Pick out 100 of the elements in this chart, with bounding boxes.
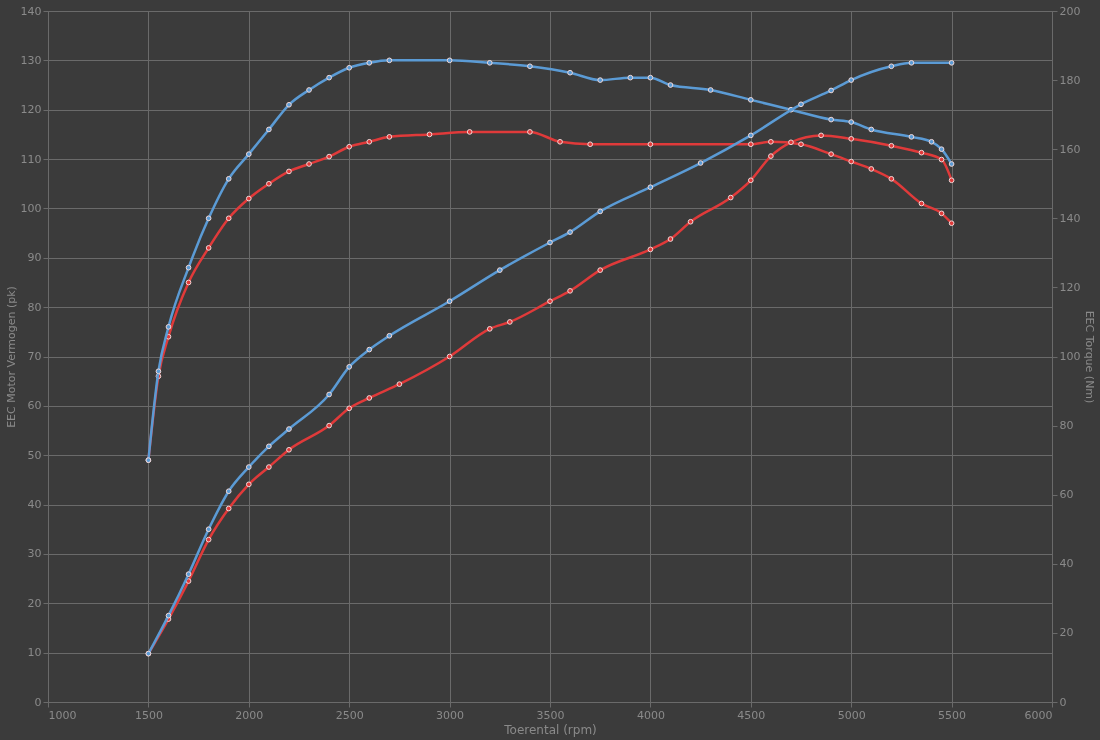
point [908,134,915,140]
y2-tick-label: 200 [1059,4,1081,18]
point [205,526,212,533]
point [155,368,162,375]
point [747,97,754,103]
point [466,129,473,135]
point [667,82,674,88]
y-tick-label: 140 [20,4,42,18]
point [647,246,654,253]
point [868,166,875,172]
point [366,138,373,145]
point [948,220,955,227]
point [165,612,172,619]
point [185,279,192,286]
x-tick-label: 2500 [335,708,364,722]
point [245,195,252,202]
point [948,161,955,167]
point [918,149,925,156]
point [908,59,915,66]
point [747,177,754,184]
y2-tick-label: 120 [1059,280,1081,294]
y-tick-label: 0 [34,695,42,709]
point [446,353,453,360]
point [828,116,834,123]
point [627,74,634,81]
point [747,132,754,139]
point [446,298,453,305]
y-tick-label: 70 [27,350,42,363]
point [386,332,393,339]
point [697,160,704,166]
point [326,153,332,160]
point [948,177,955,184]
point [647,184,654,191]
point [245,481,252,488]
point [567,229,573,235]
point [647,141,654,148]
point [848,77,855,83]
point [326,422,332,429]
point [205,536,212,543]
point [798,141,804,148]
point [667,236,674,242]
point [386,57,393,64]
point [496,267,503,273]
y2-tick-label: 100 [1059,350,1081,363]
point [828,151,834,157]
point [768,138,774,145]
y-tick-label: 10 [27,646,42,660]
point [547,239,553,246]
point [597,77,604,83]
point [366,395,373,401]
point [346,405,353,412]
point [225,215,232,222]
point [266,443,272,450]
point [707,87,714,93]
y2-tick-label: 0 [1059,695,1067,709]
point [346,364,353,370]
y2-axis-title: EEC Torque (Nm) [1083,310,1097,404]
y2-tick-label: 160 [1059,142,1081,156]
point [266,464,272,470]
y2-tick-label: 180 [1059,73,1081,87]
point [868,126,875,133]
x-tick-label: 4500 [737,708,766,722]
point [567,69,573,76]
point [326,74,332,81]
y2-tick-label: 80 [1059,419,1074,433]
y-axis-title: EEC Motor Vermogen (pk) [4,286,18,428]
point [346,143,353,150]
y-tick-label: 80 [27,300,42,314]
point [165,324,172,330]
point [245,151,252,157]
point [647,74,654,81]
point [938,146,945,153]
y2-tick-label: 40 [1059,557,1074,571]
point [828,87,834,94]
point [848,135,855,142]
point [527,129,533,135]
point [938,210,945,217]
point [185,578,192,584]
point [306,87,312,93]
point [938,156,945,163]
x-tick-label: 3500 [536,708,565,722]
point [366,59,373,66]
point [948,59,955,66]
y2-tick-label: 60 [1059,488,1074,502]
point [286,168,292,175]
point [848,119,855,125]
point [205,215,212,222]
x-tick-label: 5000 [837,708,866,722]
point [486,59,493,66]
point [888,175,895,182]
point [245,464,252,470]
y-tick-label: 90 [27,251,42,265]
point [687,218,694,225]
point [185,264,192,271]
point [366,346,373,353]
y-tick-label: 40 [27,498,42,512]
x-tick-label: 1000 [48,708,77,722]
point [557,138,563,145]
point [848,158,855,165]
point [446,57,453,64]
